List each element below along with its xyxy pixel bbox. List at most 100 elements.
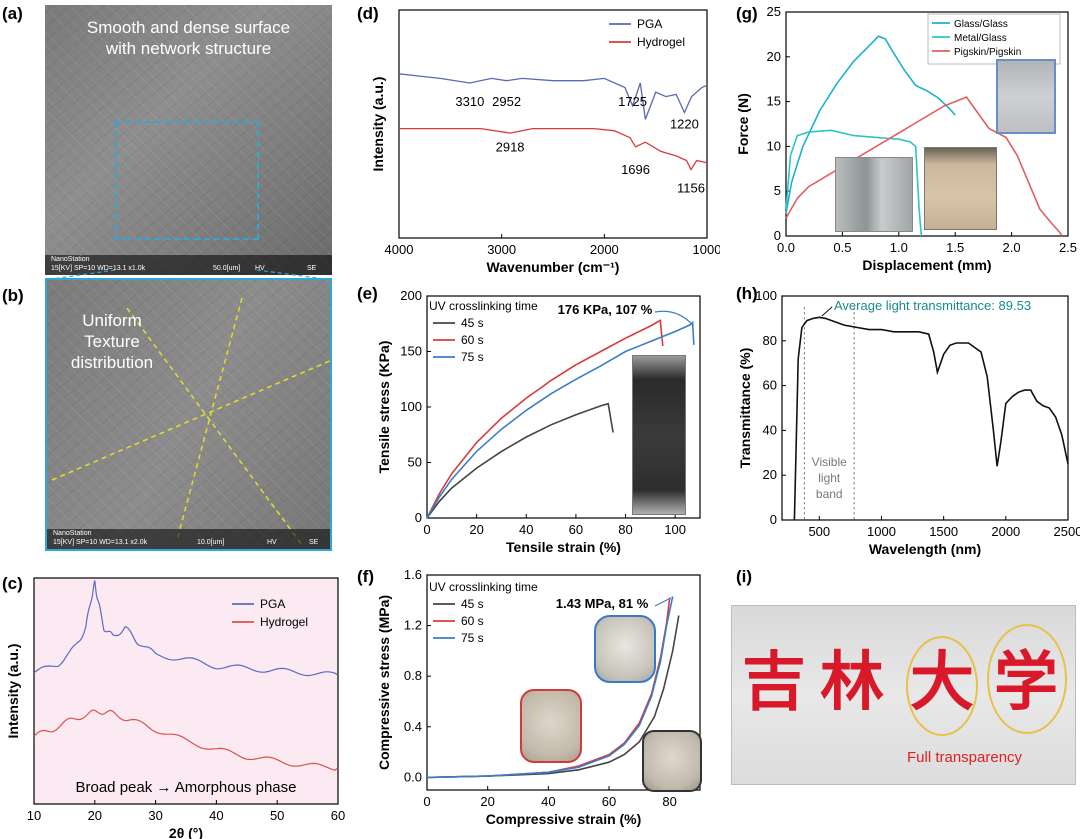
f-xtick-label: 40 <box>541 794 555 809</box>
sem-a-scale: 50.0[um] <box>213 265 241 272</box>
g-xtick-label: 2.0 <box>1003 240 1021 255</box>
sem-b-caption: Uniform Texture distribution <box>47 310 177 373</box>
chart-c-xrd: 10 20 30 40 50 60 2θ (°) Intensity (a.u.) PGA Hyd… <box>5 577 345 839</box>
g-xtick-label: 0.5 <box>833 240 851 255</box>
h-band-label: Visible <box>812 455 847 469</box>
legend-entry: 60 s <box>461 614 484 628</box>
g-ytick-label: 10 <box>767 138 781 153</box>
legend-entry: Hydrogel <box>637 35 685 49</box>
h-band-label: light <box>818 471 841 485</box>
sem-a-hv: HV <box>255 265 265 272</box>
sem-b-caption-line1: Uniform <box>82 311 142 330</box>
g-ytick-label: 0 <box>774 228 781 243</box>
legend-entry: Hydrogel <box>260 615 308 629</box>
f-ytick-label: 0.4 <box>404 719 422 734</box>
chart-d-ftir: 4000 3000 2000 1000 Wavenumber (cm⁻¹) Intensi… <box>370 9 720 275</box>
f-xtick-label: 60 <box>602 794 616 809</box>
sem-b-params: 15[KV] SP=10 WD=13.1 x2.0k <box>53 539 148 546</box>
panel-e-label: (e) <box>357 284 378 303</box>
d-xtick-label: 4000 <box>385 242 414 257</box>
zoom-region-box <box>115 121 259 240</box>
h-xtick-label: 1000 <box>867 524 896 539</box>
f-ytick-label: 1.6 <box>404 567 422 582</box>
d-plot-frame <box>398 9 708 239</box>
f-ylabel: Compressive stress (MPa) <box>376 595 392 770</box>
f-annotation-arrow <box>654 597 672 607</box>
f-ytick-label: 0.0 <box>404 769 422 784</box>
f-annotation: 1.43 MPa, 81 % <box>556 596 649 611</box>
legend-entry: 45 s <box>461 597 484 611</box>
legend-entry: 45 s <box>461 316 484 330</box>
h-ytick-label: 20 <box>763 467 777 482</box>
g-ytick-label: 5 <box>774 183 781 198</box>
h-annotation-arrow <box>821 306 833 317</box>
panel-b-label: (b) <box>2 286 24 305</box>
sem-b-scale: 10.0[um] <box>197 539 225 546</box>
h-ytick-label: 0 <box>770 512 777 527</box>
d-peak-label: 1220 <box>670 117 699 132</box>
g-ytick-label: 25 <box>767 4 781 19</box>
sem-b-brand: NanoStation <box>53 530 92 537</box>
hydrogel-sheet-photo <box>996 59 1056 134</box>
chart-f-compressive: 0 20 40 60 80 0.0 0.4 0.8 1.2 1.6 Compressive stra… <box>376 567 701 827</box>
sem-image-a: Smooth and dense surface with network st… <box>45 5 332 275</box>
chart-e-tensile: 0 20 40 60 80 100 0 50 100 150 200 Tensile strain (… <box>376 288 701 555</box>
g-legend-entry: Pigskin/Pigskin <box>954 47 1021 58</box>
sem-a-caption-line1: Smooth and dense surface <box>86 18 291 37</box>
h-plot-frame <box>781 295 1069 521</box>
char-ji: 吉 <box>742 645 806 720</box>
f-ytick-label: 1.2 <box>404 618 422 633</box>
sem-a-caption-line2: with network structure <box>105 39 272 58</box>
d-xtick-label: 2000 <box>590 242 619 257</box>
d-peak-label: 1156 <box>677 180 705 195</box>
sem-b-hv: HV <box>267 539 277 546</box>
g-legend-entry: Glass/Glass <box>954 19 1008 30</box>
g-series-glass-glass <box>785 35 956 214</box>
e-series-60s <box>426 319 664 519</box>
f-ytick-label: 0.8 <box>404 668 422 683</box>
e-xtick-label: 80 <box>618 522 632 537</box>
char-lin: 林 <box>820 645 884 720</box>
pigskin-adhesion-photo <box>924 147 997 230</box>
g-series-pigskin-pigskin <box>785 96 1064 237</box>
h-xtick-label: 2000 <box>991 524 1020 539</box>
legend-entry: PGA <box>637 17 662 31</box>
panel-g-label: (g) <box>736 4 758 23</box>
h-ytick-label: 60 <box>763 378 777 393</box>
g-xtick-label: 0.0 <box>777 240 795 255</box>
panel-a-label: (a) <box>2 4 23 23</box>
g-ytick-label: 20 <box>767 49 781 64</box>
sem-a-caption: Smooth and dense surface with network st… <box>45 17 332 59</box>
e-ylabel: Tensile stress (KPa) <box>376 341 392 474</box>
panel-i-label: (i) <box>736 567 753 586</box>
panel-f-label: (f) <box>357 567 374 586</box>
c-ylabel: Intensity (a.u.) <box>5 644 21 739</box>
c-annotation: Broad peak → Amorphous phase <box>76 779 297 796</box>
transparency-photo: 吉 林 大 学 Full transparency <box>731 605 1076 785</box>
c-xtick-label: 10 <box>27 808 41 823</box>
panel-d-label: (d) <box>357 4 379 23</box>
highlight-circle-da <box>906 636 978 736</box>
e-annotation: 176 KPa, 107 % <box>558 302 653 317</box>
tensile-sample-photo <box>632 355 686 515</box>
zoom-connector-lines <box>45 270 332 280</box>
legend-entry: PGA <box>260 597 285 611</box>
h-ytick-label: 80 <box>763 333 777 348</box>
h-series-transmittance <box>793 316 1069 521</box>
h-xtick-label: 2500 <box>1054 524 1080 539</box>
h-xtick-label: 1500 <box>929 524 958 539</box>
glass-adhesion-photo <box>835 157 913 232</box>
c-xtick-label: 40 <box>209 808 223 823</box>
panel-c-label: (c) <box>2 574 23 593</box>
g-ytick-label: 15 <box>767 94 781 109</box>
h-ytick-label: 100 <box>755 288 777 303</box>
legend-title: UV crosslinking time <box>429 299 538 313</box>
sem-b-info-bar: NanoStation 15[KV] SP=10 WD=13.1 x2.0k 1… <box>47 529 330 549</box>
f-series-45s <box>426 615 680 779</box>
c-xtick-label: 60 <box>331 808 345 823</box>
c-xtick-label: 20 <box>88 808 102 823</box>
e-annotation-arrow <box>654 310 693 326</box>
d-series-hydrogel <box>399 127 708 171</box>
e-ytick-label: 200 <box>400 288 422 303</box>
c-xtick-label: 50 <box>270 808 284 823</box>
